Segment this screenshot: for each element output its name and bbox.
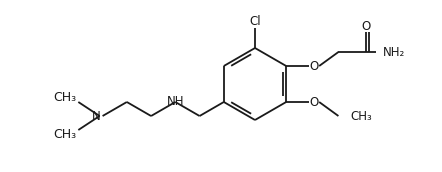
Text: CH₃: CH₃ [53, 90, 76, 104]
Text: O: O [309, 60, 319, 73]
Text: N: N [92, 110, 101, 122]
Text: O: O [309, 95, 319, 109]
Text: Cl: Cl [249, 14, 261, 28]
Text: O: O [362, 20, 371, 33]
Text: NH: NH [167, 94, 184, 108]
Text: NH₂: NH₂ [382, 46, 405, 58]
Text: CH₃: CH₃ [53, 128, 76, 142]
Text: CH₃: CH₃ [351, 110, 372, 122]
